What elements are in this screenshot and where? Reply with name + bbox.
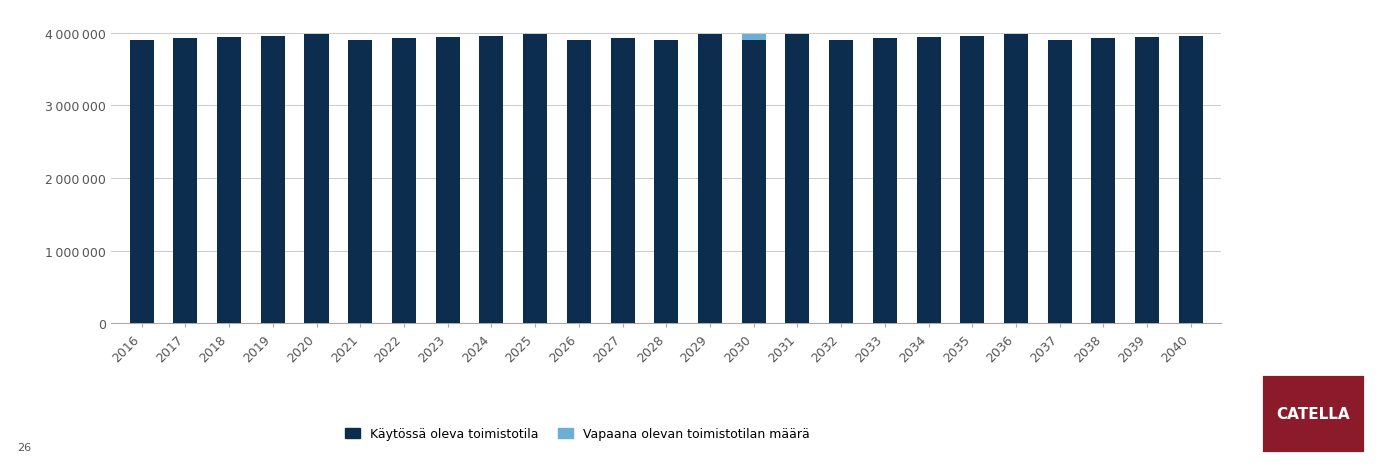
Bar xyxy=(479,37,504,324)
Bar xyxy=(304,35,329,324)
Bar xyxy=(873,40,897,324)
Bar xyxy=(391,40,416,324)
Bar xyxy=(1178,37,1203,324)
Bar xyxy=(217,38,242,324)
Bar xyxy=(960,37,984,324)
Bar xyxy=(348,41,372,324)
Bar xyxy=(523,35,547,324)
Bar xyxy=(1004,35,1029,324)
Legend: Käytössä oleva toimistotila, Vapaana olevan toimistotilan määrä: Käytössä oleva toimistotila, Vapaana ole… xyxy=(340,422,815,446)
Bar xyxy=(741,35,766,41)
Bar xyxy=(1135,38,1159,324)
Bar xyxy=(654,41,679,324)
Text: 26: 26 xyxy=(17,442,31,452)
Bar xyxy=(829,41,854,324)
Bar xyxy=(698,35,722,324)
Bar xyxy=(786,35,809,324)
Text: CATELLA: CATELLA xyxy=(1276,407,1351,422)
Bar xyxy=(916,38,941,324)
Bar xyxy=(1048,41,1072,324)
Bar xyxy=(129,41,154,324)
Bar xyxy=(566,41,591,324)
Bar xyxy=(261,37,285,324)
Bar xyxy=(436,38,459,324)
Bar xyxy=(1091,40,1116,324)
Bar xyxy=(741,41,766,324)
Bar xyxy=(174,40,197,324)
Bar xyxy=(611,40,634,324)
